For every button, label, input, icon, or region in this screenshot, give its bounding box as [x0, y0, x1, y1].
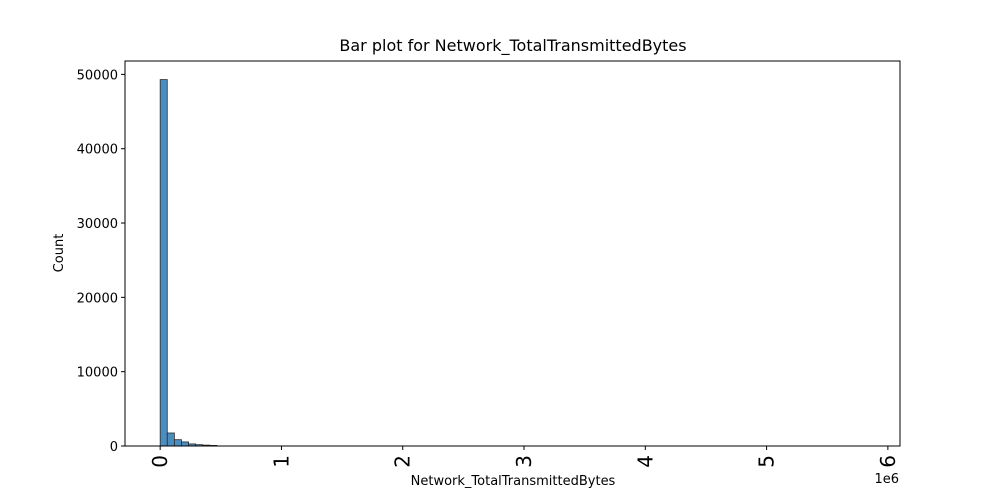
- x-axis: 0 1 2 3 4 5 6: [148, 446, 900, 468]
- plot-frame: [124, 60, 901, 447]
- y-tick-label: 20000: [77, 291, 118, 306]
- x-tick-label: 6: [876, 455, 900, 468]
- x-tick-label: 2: [391, 455, 415, 468]
- bars-group: [159, 79, 218, 447]
- x-axis-offset-label: 1e6: [874, 472, 899, 487]
- bar-1: [166, 432, 175, 447]
- bar-0: [159, 79, 168, 447]
- x-tick-label: 1: [269, 455, 293, 468]
- x-tick-label: 5: [755, 455, 779, 468]
- chart-title: Bar plot for Network_TotalTransmittedByt…: [339, 36, 686, 56]
- y-tick-label: 10000: [77, 366, 118, 381]
- y-tick-label: 0: [110, 440, 118, 455]
- x-tick-label: 3: [512, 455, 536, 468]
- x-axis-label: Network_TotalTransmittedBytes: [411, 474, 616, 489]
- x-tick-label: 4: [633, 455, 657, 468]
- y-tick-label: 30000: [77, 217, 118, 232]
- bar-2: [173, 439, 182, 447]
- y-axis: 0 10000 20000 30000 40000 50000: [77, 68, 125, 455]
- y-tick-label: 50000: [77, 68, 118, 83]
- y-tick-label: 40000: [77, 143, 118, 158]
- y-axis-label: Count: [52, 234, 67, 273]
- x-tick-label: 0: [148, 455, 172, 468]
- bar-3: [181, 441, 189, 447]
